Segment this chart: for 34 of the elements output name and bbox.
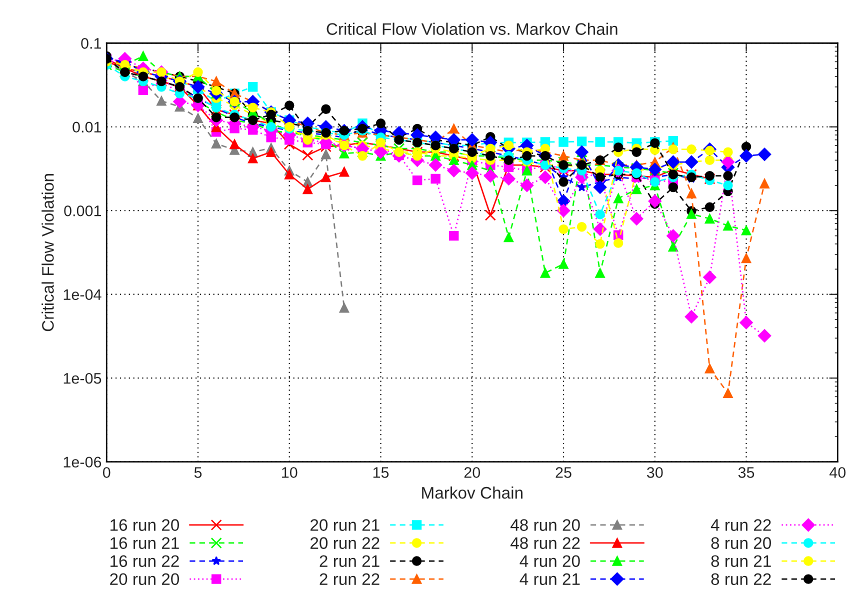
y-tick-label: 0.001 — [64, 205, 102, 216]
y-tick-label: 0.01 — [72, 122, 102, 133]
legend-label: 8 run 22 — [711, 573, 771, 586]
y-tick-label: 1e-04 — [64, 289, 102, 300]
legend-label: 4 run 20 — [520, 555, 580, 568]
legend-label: 4 run 22 — [710, 519, 771, 531]
legend-label: 4 run 21 — [520, 573, 580, 586]
x-tick-label: 5 — [194, 467, 202, 478]
x-tick-label: 20 — [464, 467, 480, 478]
legend-label: 2 run 21 — [320, 555, 380, 568]
legend-label: 20 run 22 — [310, 537, 380, 549]
legend-label: 20 run 20 — [110, 573, 180, 586]
x-axis-title: Markov Chain — [422, 486, 522, 499]
legend-label: 8 run 20 — [711, 537, 772, 549]
x-tick-label: 35 — [738, 467, 754, 478]
legend-label: 48 run 22 — [510, 537, 580, 549]
legend-label: 48 run 20 — [510, 519, 580, 531]
y-tick-label: 0.1 — [81, 38, 102, 49]
legend-label: 8 run 21 — [711, 555, 771, 568]
legend-label: 20 run 21 — [310, 519, 380, 531]
x-tick-label: 0 — [102, 467, 110, 478]
legend-label: 2 run 22 — [320, 573, 380, 586]
legend-label: 16 run 20 — [110, 519, 180, 531]
x-tick-label: 40 — [830, 467, 846, 478]
legend-label: 16 run 21 — [110, 537, 179, 549]
x-tick-label: 10 — [282, 467, 298, 478]
x-tick-label: 30 — [646, 467, 663, 478]
x-tick-label: 15 — [373, 467, 389, 478]
chart-title: Critical Flow Violation vs. Markov Chain — [326, 22, 618, 35]
legend-label: 16 run 22 — [110, 555, 179, 568]
y-axis-title: Critical Flow Violation — [42, 174, 54, 332]
x-tick-label: 25 — [556, 467, 572, 478]
y-tick-label: 1e-06 — [64, 456, 102, 468]
y-tick-label: 1e-05 — [64, 372, 102, 384]
